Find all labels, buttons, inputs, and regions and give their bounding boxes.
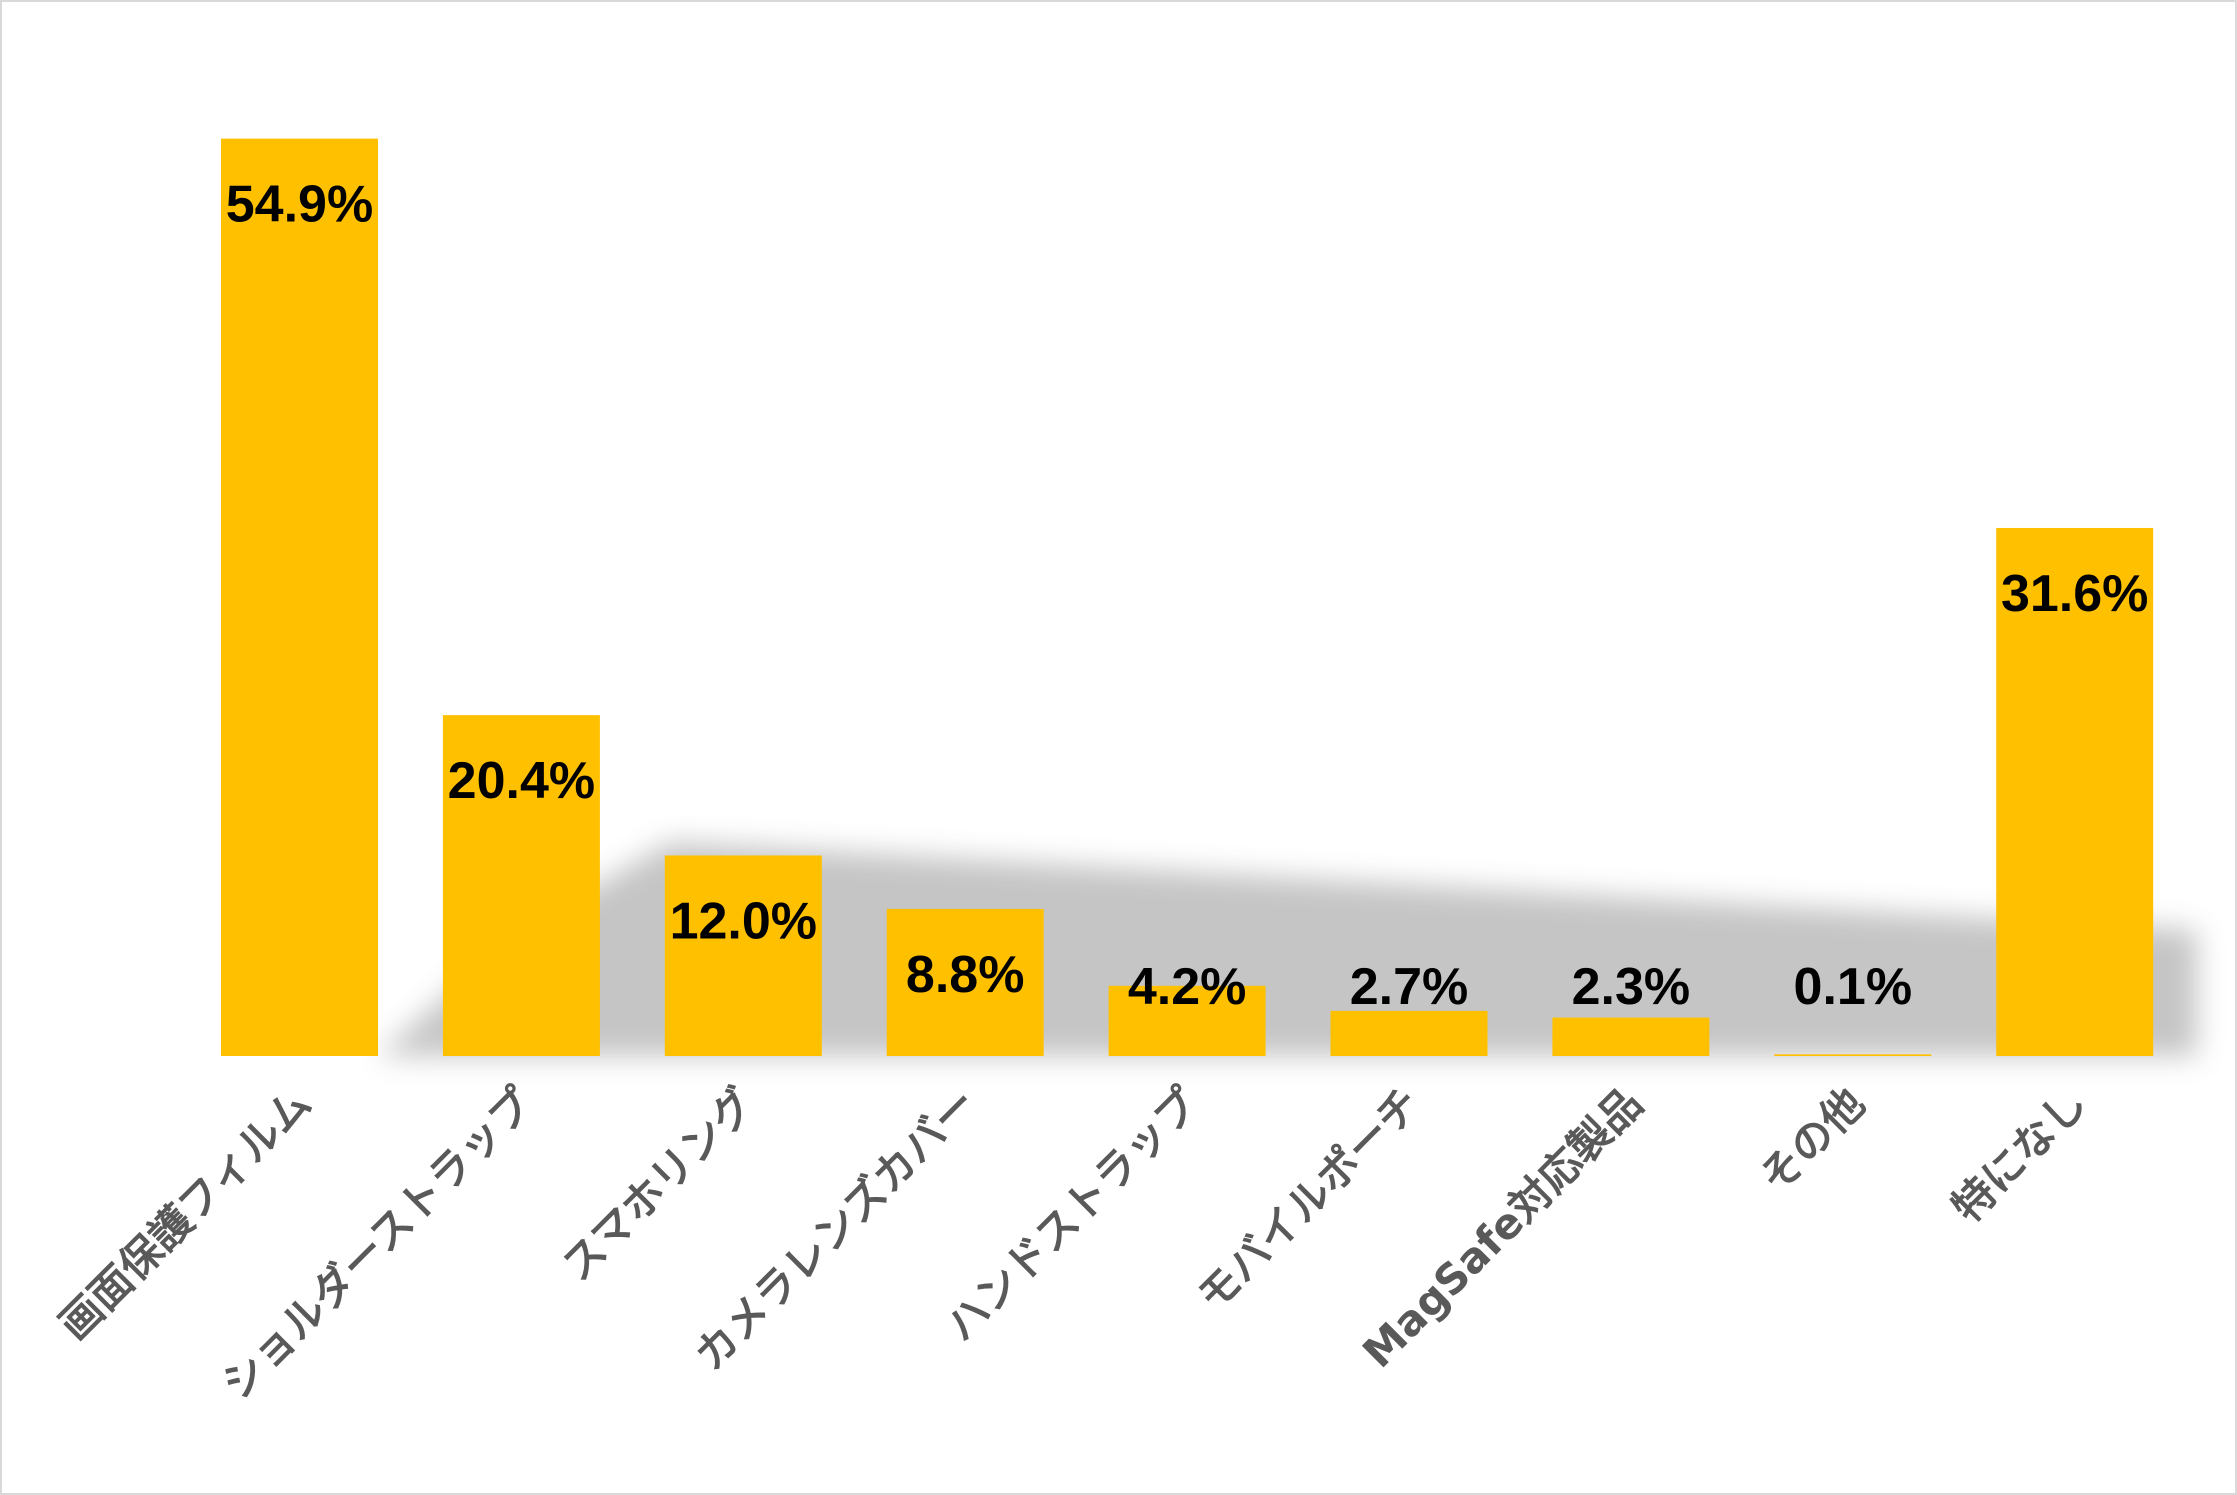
data-label-6: 2.7% xyxy=(1350,958,1469,1016)
data-label-2: 20.4% xyxy=(448,752,595,810)
bar-5 xyxy=(1108,985,1266,1056)
bar-8 xyxy=(1774,1054,1932,1056)
data-label-4: 8.8% xyxy=(906,946,1025,1004)
data-label-3: 12.0% xyxy=(670,892,817,950)
bars-group xyxy=(221,138,2154,1057)
data-label-5: 4.2% xyxy=(1128,958,1247,1016)
data-label-8: 0.1% xyxy=(1794,958,1913,1016)
data-label-9: 31.6% xyxy=(2001,565,2148,623)
data-labels-group: 54.9% 20.4% 12.0% 8.8% 4.2% 2.7% 2.3% 0.1% 31.6% xyxy=(226,176,2149,1016)
bar-shadow xyxy=(378,842,2197,1056)
data-label-1: 54.9% xyxy=(226,176,373,234)
bar-9 xyxy=(1996,527,2154,1056)
bar-4 xyxy=(886,908,1044,1056)
bar-2 xyxy=(442,715,600,1056)
bar-6 xyxy=(1330,1010,1488,1056)
data-label-7: 2.3% xyxy=(1572,958,1691,1016)
bar-1 xyxy=(221,138,378,1057)
bar-7 xyxy=(1552,1017,1710,1056)
bar-3 xyxy=(664,855,822,1056)
